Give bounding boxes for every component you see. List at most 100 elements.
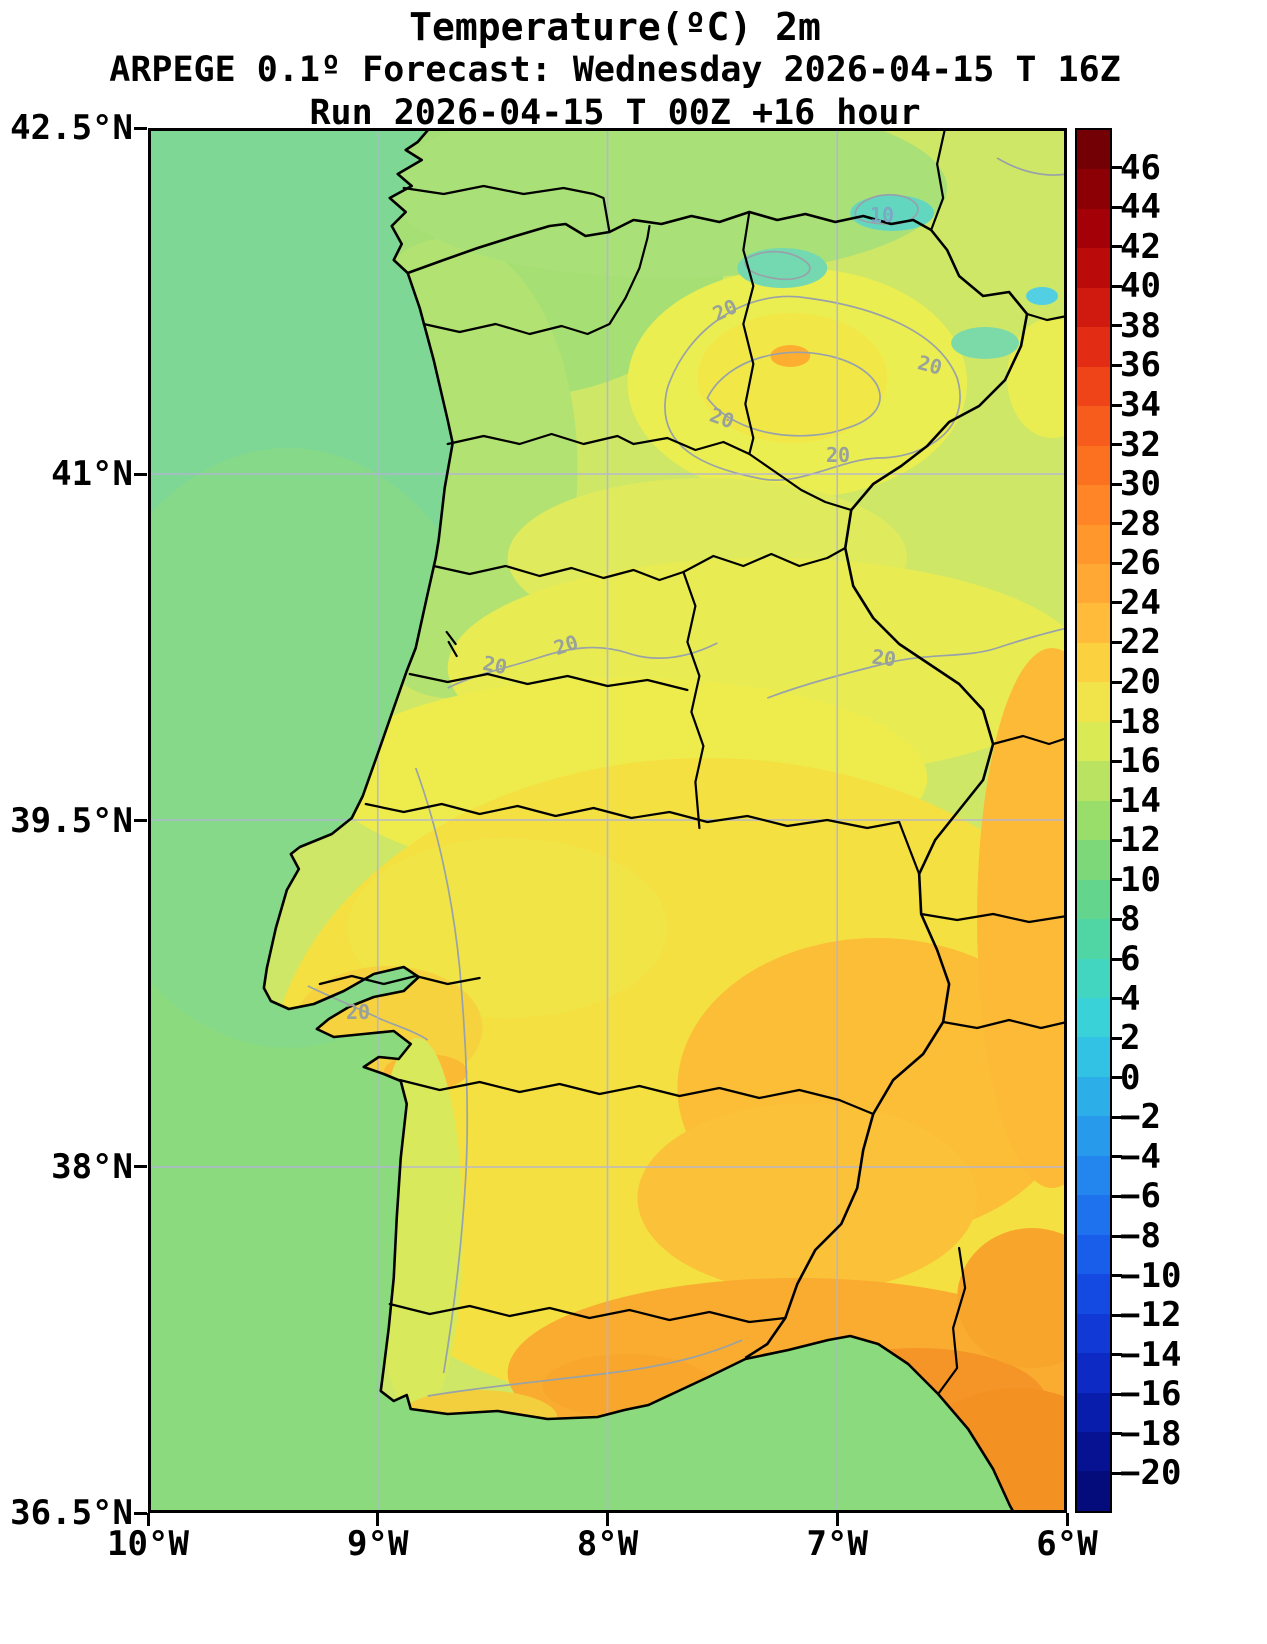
x-tick-mark bbox=[835, 1513, 839, 1526]
y-tick-label: 38°N bbox=[51, 1146, 133, 1187]
colorbar-tick-label: 34 bbox=[1120, 385, 1161, 425]
colorbar-tick-mark bbox=[1112, 1194, 1122, 1198]
x-tick-label: 8°W bbox=[576, 1524, 639, 1564]
y-tick-mark bbox=[134, 126, 147, 130]
colorbar-cell bbox=[1077, 485, 1110, 525]
colorbar-tick-label: 18 bbox=[1120, 701, 1161, 742]
colorbar-cell bbox=[1077, 169, 1110, 209]
contour-label: 20 bbox=[480, 650, 510, 680]
colorbar-tick-label: −12 bbox=[1120, 1295, 1182, 1336]
colorbar-tick-label: 4 bbox=[1120, 978, 1141, 1019]
colorbar-tick-mark bbox=[1112, 1432, 1122, 1436]
colorbar-cell bbox=[1077, 130, 1110, 170]
y-tick-label: 39.5°N bbox=[10, 800, 133, 841]
colorbar-tick-mark bbox=[1112, 443, 1122, 447]
colorbar-cell bbox=[1077, 1431, 1110, 1472]
colorbar-cell bbox=[1077, 958, 1110, 998]
colorbar-cell bbox=[1077, 1195, 1110, 1235]
colorbar-cell bbox=[1077, 761, 1110, 801]
chart-subtitle: ARPEGE 0.1º Forecast: Wednesday 2026-04-… bbox=[109, 50, 1121, 90]
y-tick-mark bbox=[134, 819, 147, 822]
colorbar-tick-mark bbox=[1112, 1234, 1122, 1238]
colorbar-tick-label: −14 bbox=[1120, 1334, 1182, 1375]
colorbar-tick-label: 22 bbox=[1120, 622, 1161, 663]
colorbar-tick-mark bbox=[1112, 997, 1122, 1001]
colorbar-tick-label: 8 bbox=[1120, 899, 1141, 940]
colorbar-tick-mark bbox=[1112, 324, 1122, 328]
colorbar-cell bbox=[1077, 366, 1110, 407]
colorbar-tick-mark bbox=[1112, 482, 1122, 486]
colorbar-cell bbox=[1077, 1274, 1110, 1314]
chart-title: Temperature(ºC) 2m bbox=[409, 5, 821, 49]
colorbar-tick-label: 16 bbox=[1120, 741, 1161, 782]
colorbar-tick-mark bbox=[1112, 1115, 1122, 1119]
colorbar-tick-label: 6 bbox=[1120, 939, 1141, 979]
colorbar-tick-mark bbox=[1112, 957, 1122, 961]
contour-label: 20 bbox=[345, 1000, 371, 1024]
y-tick-mark bbox=[134, 1511, 147, 1515]
colorbar-tick-label: 2 bbox=[1120, 1018, 1141, 1059]
colorbar-tick-mark bbox=[1112, 1274, 1122, 1278]
x-tick-mark bbox=[146, 1513, 150, 1526]
colorbar-tick-mark bbox=[1112, 1076, 1122, 1080]
colorbar-tick-label: 12 bbox=[1120, 820, 1161, 861]
x-tick-mark bbox=[1065, 1513, 1069, 1526]
colorbar-tick-mark bbox=[1112, 1313, 1122, 1317]
map-canvas: 10 20 20 20 20 20 20 20 20 bbox=[148, 128, 1067, 1513]
colorbar-cell bbox=[1077, 642, 1110, 683]
x-tick-label: 10°W bbox=[107, 1524, 189, 1564]
colorbar-cell bbox=[1077, 445, 1110, 486]
colorbar-tick-mark bbox=[1112, 166, 1122, 170]
y-tick-label: 36.5°N bbox=[10, 1493, 133, 1533]
map-frame bbox=[148, 128, 1067, 1513]
colorbar-tick-mark bbox=[1112, 284, 1122, 288]
colorbar-cell bbox=[1077, 1392, 1110, 1432]
colorbar-cell bbox=[1077, 1234, 1110, 1275]
colorbar-tick-mark bbox=[1112, 720, 1122, 724]
colorbar-tick-mark bbox=[1112, 640, 1122, 644]
colorbar-tick-mark bbox=[1112, 799, 1122, 803]
colorbar-cell bbox=[1077, 327, 1110, 367]
x-tick-mark bbox=[606, 1513, 609, 1526]
colorbar-cell bbox=[1077, 1076, 1110, 1117]
colorbar-tick-mark bbox=[1112, 917, 1122, 921]
colorbar-tick-label: −4 bbox=[1120, 1136, 1161, 1177]
colorbar-tick-label: 24 bbox=[1120, 582, 1161, 623]
colorbar bbox=[1075, 128, 1112, 1513]
colorbar-tick-mark bbox=[1112, 1392, 1122, 1396]
colorbar-tick-mark bbox=[1112, 601, 1122, 605]
colorbar-tick-mark bbox=[1112, 1155, 1122, 1159]
colorbar-cell bbox=[1077, 1037, 1110, 1077]
x-tick-mark bbox=[376, 1513, 380, 1526]
colorbar-cell bbox=[1077, 721, 1110, 762]
colorbar-tick-label: 30 bbox=[1120, 464, 1161, 505]
colorbar-tick-label: −6 bbox=[1120, 1176, 1161, 1217]
colorbar-tick-label: −18 bbox=[1120, 1413, 1182, 1454]
colorbar-tick-mark bbox=[1112, 205, 1122, 209]
contour-label: 20 bbox=[825, 443, 851, 467]
colorbar-tick-mark bbox=[1112, 1471, 1122, 1475]
colorbar-tick-label: 38 bbox=[1120, 305, 1161, 346]
colorbar-tick-mark bbox=[1112, 1036, 1122, 1040]
colorbar-tick-mark bbox=[1112, 403, 1122, 407]
colorbar-cell bbox=[1077, 1155, 1110, 1196]
colorbar-cell bbox=[1077, 603, 1110, 643]
colorbar-tick-mark bbox=[1112, 759, 1122, 763]
coastline bbox=[262, 128, 1016, 1513]
x-tick-label: 6°W bbox=[1036, 1524, 1098, 1564]
colorbar-cell bbox=[1077, 208, 1110, 249]
colorbar-tick-label: −10 bbox=[1120, 1255, 1182, 1296]
y-tick-label: 41°N bbox=[51, 454, 133, 495]
temperature-map-svg bbox=[148, 128, 1067, 1513]
colorbar-cell bbox=[1077, 524, 1110, 564]
colorbar-cell bbox=[1077, 248, 1110, 288]
colorbar-cell bbox=[1077, 800, 1110, 841]
colorbar-cell bbox=[1077, 997, 1110, 1038]
y-tick-mark bbox=[134, 472, 147, 476]
x-tick-label: 7°W bbox=[806, 1524, 868, 1564]
colorbar-tick-label: −8 bbox=[1120, 1216, 1161, 1256]
colorbar-cell bbox=[1077, 840, 1110, 880]
title-block: Temperature(ºC) 2m ARPEGE 0.1º Forecast:… bbox=[0, 6, 1230, 135]
colorbar-cell bbox=[1077, 563, 1110, 604]
